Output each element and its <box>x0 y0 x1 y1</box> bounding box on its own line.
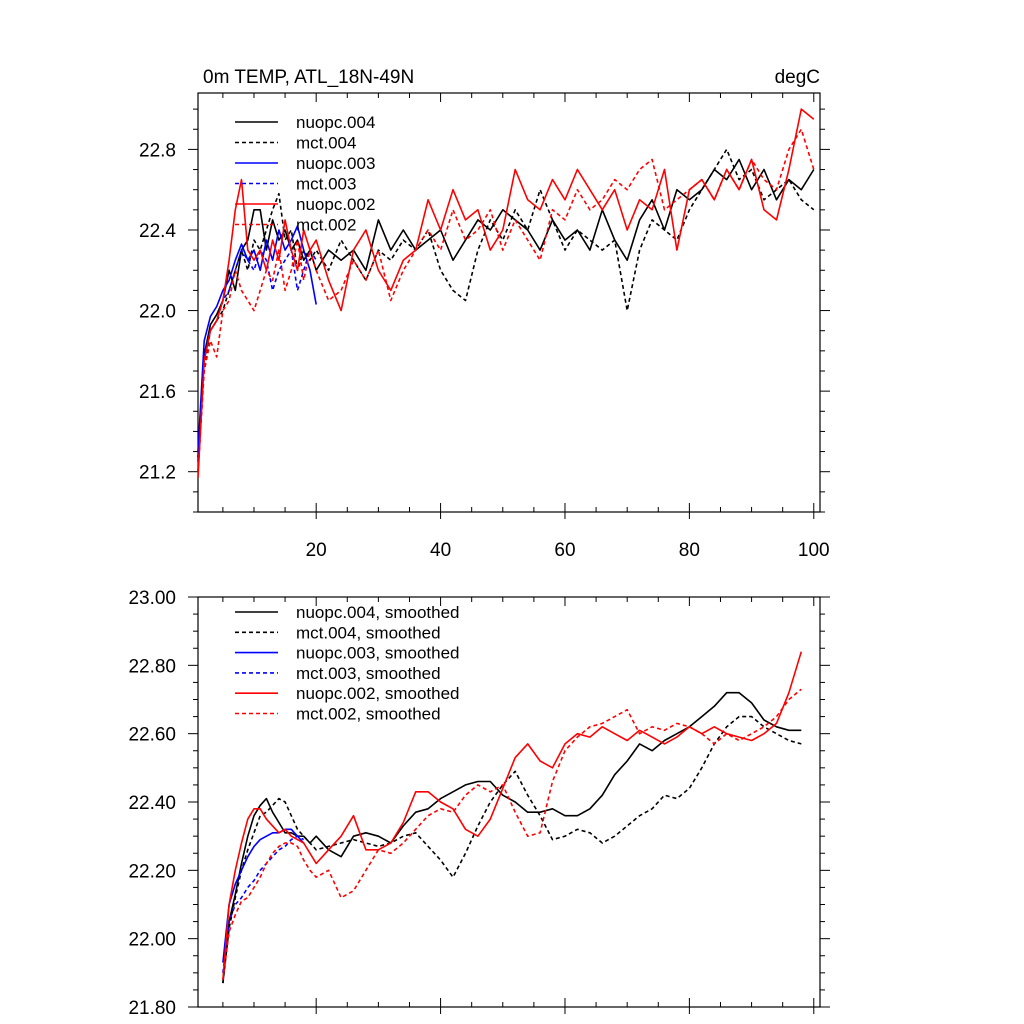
legend-label: nuopc.002 <box>296 195 375 214</box>
x-tick-label: 80 <box>679 540 700 561</box>
series-line-mct-002-smoothed <box>222 688 802 980</box>
y-tick-label: 21.80 <box>128 998 176 1019</box>
legend-label: nuopc.003, smoothed <box>296 644 460 663</box>
top-panel-units: degC <box>775 67 820 88</box>
bottom-panel-series <box>222 651 803 984</box>
legend-label: mct.004 <box>296 134 356 153</box>
y-tick-label: 21.6 <box>139 382 176 403</box>
legend-label: mct.003 <box>296 175 356 194</box>
series-line-mct-004-smoothed <box>222 715 802 984</box>
y-tick-label: 22.80 <box>128 656 176 677</box>
series-line-nuopc-002 <box>197 108 815 478</box>
legend-label: nuopc.004 <box>296 113 375 132</box>
legend-label: nuopc.004, smoothed <box>296 603 460 622</box>
y-tick-label: 22.60 <box>128 725 176 746</box>
series-line-nuopc-003-smoothed <box>222 828 305 963</box>
bottom-panel-ticks: 21.80 22.00 22.20 22.40 22.60 22.80 23.00 <box>128 588 830 1019</box>
x-tick-label: 60 <box>554 540 575 561</box>
top-panel-title: 0m TEMP, ATL_18N-49N <box>203 67 414 88</box>
y-tick-label: 22.20 <box>128 861 176 882</box>
y-tick-label: 22.8 <box>139 140 176 161</box>
legend-label: mct.003, smoothed <box>296 664 441 683</box>
x-tick-label: 40 <box>430 540 451 561</box>
legend-label: nuopc.002, smoothed <box>296 684 460 703</box>
legend-label: mct.002, smoothed <box>296 705 441 724</box>
top-panel: 0m TEMP, ATL_18N-49N degC 20 40 60 80 100 21.… <box>139 67 830 561</box>
legend-label: nuopc.003 <box>296 154 375 173</box>
y-tick-label: 21.2 <box>139 463 176 484</box>
series-line-mct-004 <box>197 148 815 472</box>
y-tick-label: 23.00 <box>128 588 176 609</box>
top-panel-series <box>197 108 815 478</box>
series-line-mct-003-smoothed <box>222 835 305 973</box>
x-tick-label: 20 <box>306 540 327 561</box>
bottom-panel-frame <box>197 596 821 1008</box>
y-tick-label: 22.00 <box>128 930 176 951</box>
bottom-panel: 21.80 22.00 22.20 22.40 22.60 22.80 23.00 nuop… <box>128 588 830 1019</box>
series-line-nuopc-004 <box>197 158 815 458</box>
legend-label: mct.002 <box>296 216 356 235</box>
x-tick-label: 100 <box>798 540 830 561</box>
y-tick-label: 22.40 <box>128 793 176 814</box>
top-panel-frame <box>197 92 821 513</box>
legend-label: mct.004, smoothed <box>296 623 441 642</box>
y-tick-label: 22.4 <box>139 221 176 242</box>
top-panel-ticks: 20 40 60 80 100 21.2 21.6 22.0 22.4 22.8 <box>139 93 830 561</box>
series-line-nuopc-004-smoothed <box>222 691 802 984</box>
series-line-mct-002 <box>197 128 815 472</box>
series-line-nuopc-002-smoothed <box>222 651 803 980</box>
y-tick-label: 22.0 <box>139 302 176 323</box>
